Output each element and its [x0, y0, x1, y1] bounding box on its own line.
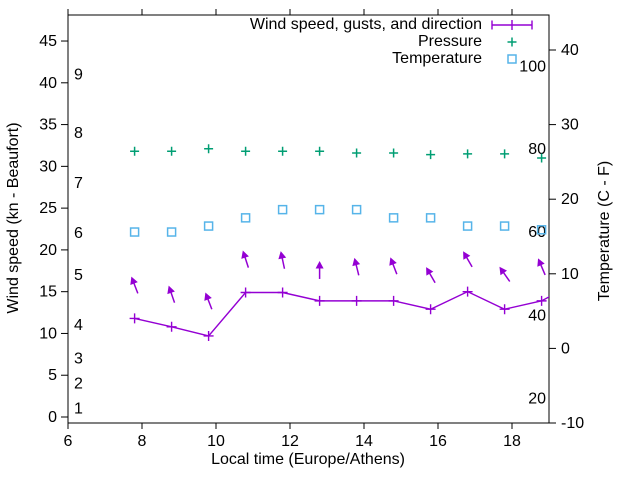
svg-text:6: 6: [64, 433, 73, 450]
left-axis-ticks: 0 5 10 15 20 25 30 35 40 45: [39, 33, 68, 426]
wind-arrow-icon: [315, 260, 324, 279]
svg-text:18: 18: [503, 433, 521, 450]
svg-text:7: 7: [74, 175, 83, 192]
svg-text:20: 20: [528, 390, 546, 407]
wind-arrow-icon: [463, 251, 473, 268]
right-axis-ticks: -10 0 10 20 30 40: [549, 42, 584, 432]
svg-text:100: 100: [519, 58, 546, 75]
right-axis-title: Temperature (C - F): [596, 160, 613, 302]
svg-text:10: 10: [39, 325, 57, 342]
temperature-series: [129, 204, 547, 237]
svg-text:30: 30: [561, 117, 579, 134]
svg-text:14: 14: [355, 433, 373, 450]
svg-text:10: 10: [561, 266, 579, 283]
legend-label-wind: Wind speed, gusts, and direction: [249, 15, 482, 33]
svg-text:10: 10: [207, 433, 225, 450]
pressure-plus-sample-icon: [507, 37, 517, 46]
temperature-square-sample-icon: [507, 53, 517, 64]
svg-text:16: 16: [429, 433, 447, 450]
svg-text:-10: -10: [561, 415, 584, 432]
svg-text:25: 25: [39, 200, 57, 217]
svg-text:35: 35: [39, 117, 57, 134]
svg-text:40: 40: [561, 42, 579, 59]
legend-item-temperature: Temperature: [250, 50, 548, 67]
svg-text:40: 40: [39, 75, 57, 92]
svg-text:8: 8: [138, 433, 147, 450]
wind-arrow-icon: [352, 257, 361, 276]
wind-errorbar-sample-icon: [491, 19, 533, 30]
svg-text:5: 5: [74, 267, 83, 284]
wind-arrow-icon: [241, 250, 250, 268]
wind-arrow-icon: [130, 276, 139, 294]
pressure-series: [130, 144, 547, 163]
svg-text:30: 30: [39, 158, 57, 175]
wind-direction-arrows: [130, 250, 546, 310]
wind-arrow-icon: [278, 251, 287, 269]
svg-text:0: 0: [48, 409, 57, 426]
svg-text:1: 1: [74, 401, 83, 418]
beaufort-scale-labels: 1 2 3 4 5 6 7 8 9: [74, 66, 83, 417]
svg-text:20: 20: [561, 191, 579, 208]
legend-label-temperature: Temperature: [392, 49, 482, 67]
svg-text:40: 40: [528, 308, 546, 325]
svg-text:12: 12: [281, 433, 299, 450]
legend: Wind speed, gusts, and direction Pressur…: [250, 16, 548, 67]
x-axis-ticks: 6 8 10 12 14 16 18: [64, 9, 521, 450]
wind-arrow-icon: [426, 267, 436, 284]
svg-text:4: 4: [74, 317, 83, 334]
svg-text:3: 3: [74, 351, 83, 368]
legend-item-wind: Wind speed, gusts, and direction: [250, 16, 548, 33]
plot-border: [67, 14, 550, 424]
wind-arrow-icon: [389, 257, 398, 275]
wind-series: [129, 286, 549, 341]
wind-arrow-icon: [499, 266, 511, 282]
wind-arrow-icon: [537, 258, 546, 276]
wind-arrow-icon: [204, 292, 213, 310]
svg-text:45: 45: [39, 33, 57, 50]
x-axis-title: Local time (Europe/Athens): [211, 451, 405, 468]
svg-text:2: 2: [74, 376, 83, 393]
svg-text:15: 15: [39, 284, 57, 301]
svg-text:6: 6: [74, 225, 83, 242]
svg-text:9: 9: [74, 66, 83, 83]
svg-text:20: 20: [39, 242, 57, 259]
wind-arrow-icon: [167, 285, 176, 303]
svg-text:8: 8: [74, 125, 83, 142]
legend-item-pressure: Pressure: [250, 33, 548, 50]
svg-text:0: 0: [561, 340, 570, 357]
svg-text:80: 80: [528, 141, 546, 158]
left-axis-title: Wind speed (kn - Beaufort): [5, 122, 22, 314]
legend-label-pressure: Pressure: [417, 32, 482, 50]
svg-text:5: 5: [48, 367, 57, 384]
